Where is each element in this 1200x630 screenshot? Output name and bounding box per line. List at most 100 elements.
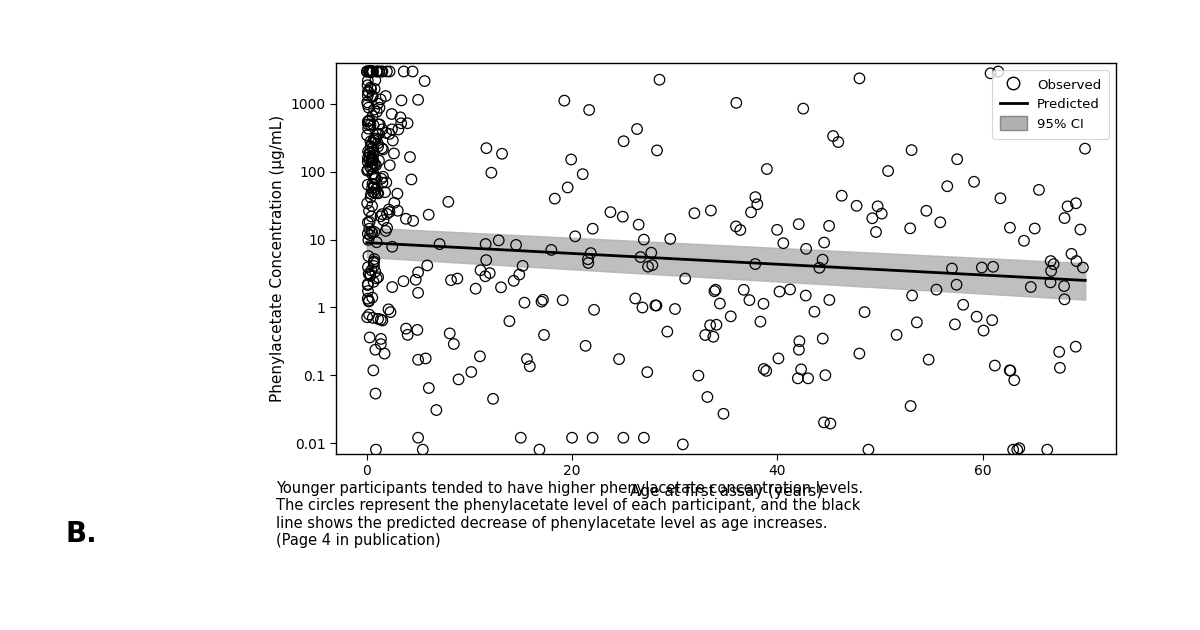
Point [366, 345, 385, 355]
Point [365, 188, 384, 198]
X-axis label: Age at first assay (years): Age at first assay (years) [630, 484, 822, 498]
Point [360, 309, 379, 319]
Point [362, 153, 382, 163]
Point [358, 294, 377, 304]
Point [1055, 213, 1074, 223]
Point [359, 146, 378, 156]
Point [362, 66, 382, 76]
Point [726, 221, 745, 231]
Point [364, 187, 383, 197]
Point [365, 134, 384, 144]
Point [499, 316, 518, 326]
Point [637, 367, 656, 377]
Point [360, 206, 379, 216]
Point [359, 279, 378, 289]
Point [780, 284, 799, 294]
Point [403, 216, 422, 226]
Point [635, 234, 654, 244]
Point [360, 66, 379, 76]
Point [362, 212, 382, 222]
Point [360, 333, 379, 343]
Point [376, 226, 395, 236]
Point [676, 273, 695, 284]
Point [394, 66, 413, 76]
Point [358, 166, 377, 176]
Point [517, 354, 536, 364]
Point [361, 141, 380, 151]
Point [1038, 445, 1057, 455]
Point [361, 189, 380, 199]
Point [466, 284, 485, 294]
Point [359, 76, 378, 86]
Point [1070, 224, 1090, 234]
Point [366, 160, 385, 170]
Point [366, 266, 385, 277]
Point [578, 258, 598, 268]
Point [359, 103, 378, 113]
Point [601, 207, 620, 217]
Point [368, 99, 388, 109]
Point [980, 68, 1000, 78]
Point [362, 111, 382, 121]
Text: Younger participants tended to have higher phenylacetate concentration levels.
T: Younger participants tended to have high… [276, 481, 863, 548]
Point [1073, 263, 1092, 273]
Point [937, 181, 956, 192]
Point [358, 66, 377, 76]
Point [359, 262, 378, 272]
Point [383, 135, 402, 146]
Point [563, 433, 582, 443]
Point [793, 103, 812, 113]
Point [360, 148, 379, 158]
Point [642, 248, 661, 258]
Point [365, 84, 384, 94]
Point [868, 202, 887, 212]
Point [416, 353, 436, 364]
Point [632, 302, 652, 312]
Point [721, 311, 740, 321]
Point [444, 339, 463, 349]
Point [360, 152, 379, 162]
Point [367, 273, 386, 284]
Point [408, 94, 427, 105]
Point [727, 98, 746, 108]
Point [396, 324, 415, 334]
Point [481, 168, 500, 178]
Point [613, 212, 632, 222]
Point [476, 143, 496, 153]
Point [774, 238, 793, 248]
Point [430, 239, 449, 249]
Point [360, 66, 379, 76]
Point [1001, 222, 1020, 232]
Point [745, 192, 764, 202]
Point [376, 187, 395, 197]
Point [866, 227, 886, 237]
Point [360, 161, 379, 171]
Point [362, 161, 382, 171]
Point [413, 445, 432, 455]
Point [391, 118, 410, 129]
Point [510, 270, 529, 280]
Point [701, 205, 720, 215]
Point [1066, 341, 1085, 352]
Point [365, 159, 384, 169]
Point [364, 142, 383, 152]
Point [532, 297, 551, 307]
Point [361, 120, 380, 130]
Point [788, 374, 808, 384]
Point [372, 66, 391, 76]
Point [361, 271, 380, 281]
Point [790, 345, 809, 355]
Point [408, 288, 427, 298]
Point [917, 206, 936, 216]
Point [984, 261, 1003, 272]
Point [377, 66, 396, 76]
Point [1009, 443, 1028, 453]
Point [541, 245, 560, 255]
Point [1008, 445, 1027, 455]
Point [470, 352, 490, 362]
Point [367, 66, 386, 76]
Point [364, 169, 383, 179]
Point [377, 128, 396, 138]
Point [364, 258, 383, 268]
Point [373, 316, 392, 326]
